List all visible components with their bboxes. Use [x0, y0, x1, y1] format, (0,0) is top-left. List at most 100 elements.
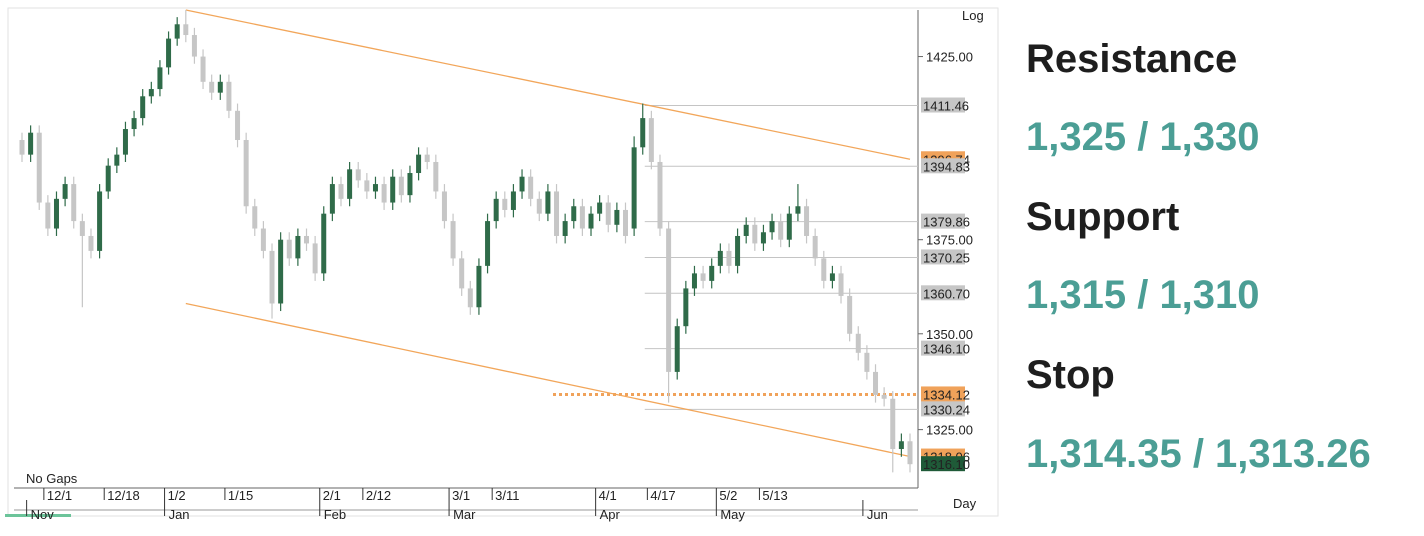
- candle-body: [381, 184, 387, 203]
- trendline: [185, 302, 911, 458]
- candle-body: [28, 132, 34, 155]
- x-tick-label: 1/2: [168, 488, 186, 503]
- x-tick-label: 2/1: [323, 488, 341, 503]
- candle-body: [855, 333, 861, 353]
- candle-body: [174, 24, 180, 39]
- y-tick-label: 1325.00: [926, 423, 973, 438]
- level-label: 1346.10: [923, 342, 970, 357]
- candle-body: [286, 239, 292, 259]
- x-tick-label: 4/17: [650, 488, 675, 503]
- candle-body: [200, 56, 206, 82]
- candle-body: [390, 176, 396, 203]
- candle-body: [476, 265, 482, 308]
- level-label: 1411.46: [923, 99, 969, 114]
- candle-body: [588, 213, 594, 229]
- candle-body: [873, 371, 879, 395]
- candle-body: [62, 184, 68, 199]
- candle-body: [88, 235, 94, 251]
- level-label-box: [921, 249, 965, 265]
- candle-body: [19, 139, 25, 155]
- level-label-box: [921, 158, 965, 174]
- candle-body: [441, 191, 447, 222]
- candle-body: [554, 191, 560, 236]
- candle-body: [347, 169, 353, 199]
- candle-body: [743, 224, 749, 236]
- level-label-box: [921, 456, 965, 472]
- panel-heading: Support: [1026, 195, 1179, 239]
- candle-body: [209, 81, 215, 93]
- candle-body: [459, 258, 465, 289]
- level-label-box: [921, 340, 965, 356]
- x-tick-label: 1/15: [228, 488, 253, 503]
- candle-body: [467, 288, 473, 308]
- month-label: Mar: [453, 507, 476, 522]
- panel-value: 1,325 / 1,330: [1026, 115, 1260, 159]
- candle-body: [778, 221, 784, 240]
- candle-body: [666, 228, 672, 372]
- candle-body: [424, 154, 430, 162]
- candle-body: [907, 441, 913, 465]
- candle-body: [260, 228, 266, 251]
- level-label-box: [921, 285, 965, 301]
- candle-body: [148, 89, 154, 97]
- candle-body: [579, 206, 585, 229]
- candle-body: [691, 273, 697, 289]
- month-label: Apr: [600, 507, 621, 522]
- candle-body: [372, 184, 378, 192]
- candle-body: [769, 221, 775, 233]
- candle-body: [191, 35, 197, 57]
- candle-body: [269, 250, 275, 304]
- candle-body: [122, 129, 128, 155]
- x-tick-label: 4/1: [599, 488, 617, 503]
- candle-body: [640, 118, 646, 148]
- x-tick-label: 5/13: [762, 488, 787, 503]
- candle-body: [278, 239, 284, 304]
- candle-body: [605, 202, 611, 225]
- panel-heading: Resistance: [1026, 37, 1237, 81]
- candle-body: [355, 169, 361, 181]
- candle-body: [398, 176, 404, 196]
- candle-body: [338, 184, 344, 199]
- candle-body: [898, 441, 904, 450]
- candle-body: [648, 118, 654, 162]
- candle-body: [890, 398, 896, 450]
- month-label: Feb: [324, 507, 346, 522]
- candle-body: [45, 202, 51, 229]
- candle-body: [838, 273, 844, 296]
- candle-body: [131, 118, 137, 130]
- candle-body: [821, 258, 827, 281]
- candle-body: [812, 235, 818, 259]
- candle-body: [700, 273, 706, 281]
- candle-body: [536, 198, 542, 214]
- level-label-box: [921, 213, 965, 229]
- candle-body: [571, 206, 577, 222]
- candle-body: [105, 165, 111, 192]
- candle-body: [433, 161, 439, 192]
- level-label: 1379.86: [923, 215, 970, 230]
- candle-body: [217, 81, 223, 93]
- candle-body: [71, 184, 77, 222]
- level-label: 1370.25: [923, 250, 970, 265]
- candle-body: [864, 352, 870, 372]
- level-label: 1394.83: [923, 159, 970, 174]
- candle-body: [329, 184, 335, 214]
- trendline: [185, 9, 911, 160]
- candle-body: [166, 38, 172, 68]
- period-label: Day: [953, 496, 977, 511]
- candle-body: [614, 209, 620, 225]
- candle-body: [657, 161, 663, 229]
- candle-body: [881, 394, 887, 399]
- x-tick-label: 3/11: [495, 488, 519, 503]
- month-label: Jan: [169, 507, 190, 522]
- candle-body: [493, 198, 499, 222]
- candle-body: [795, 206, 801, 214]
- candle-body: [545, 191, 551, 214]
- level-label-box: [921, 401, 965, 417]
- tab-indicator: [5, 514, 71, 517]
- candle-body: [312, 243, 318, 274]
- candle-body: [485, 221, 491, 266]
- panel-value: 1,314.35 / 1,313.26: [1026, 432, 1371, 476]
- candle-body: [786, 213, 792, 240]
- candle-body: [717, 250, 723, 266]
